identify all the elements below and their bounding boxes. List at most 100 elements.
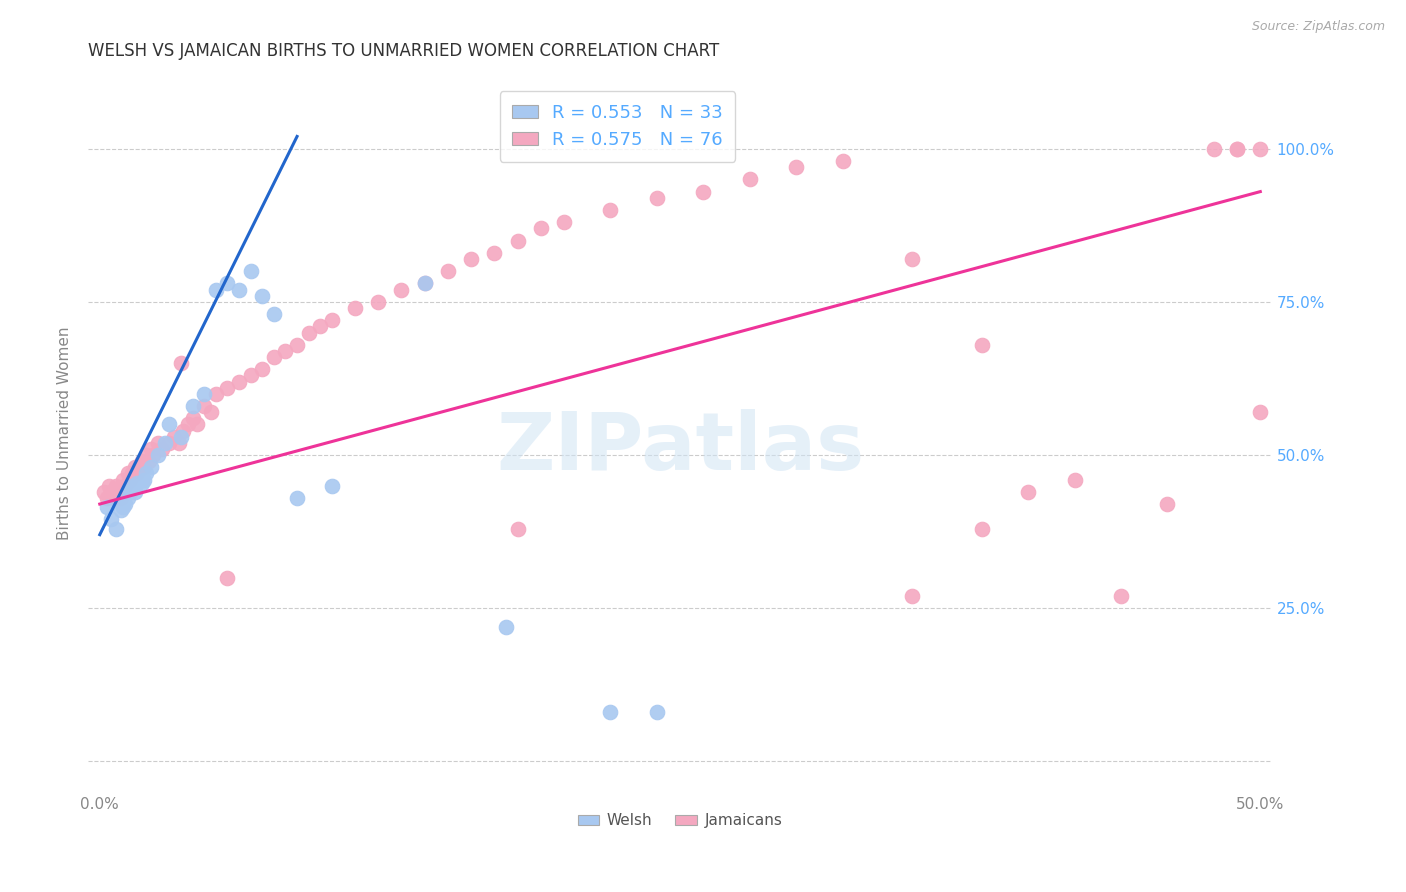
- Point: [599, 706, 621, 720]
- Point: [274, 343, 297, 358]
- Point: [217, 277, 239, 291]
- Point: [413, 277, 436, 291]
- Point: [146, 448, 169, 462]
- Point: [152, 442, 174, 456]
- Point: [228, 283, 250, 297]
- Point: [200, 405, 222, 419]
- Text: WELSH VS JAMAICAN BIRTHS TO UNMARRIED WOMEN CORRELATION CHART: WELSH VS JAMAICAN BIRTHS TO UNMARRIED WO…: [89, 42, 720, 60]
- Point: [785, 160, 807, 174]
- Point: [170, 430, 193, 444]
- Point: [181, 411, 204, 425]
- Point: [252, 289, 274, 303]
- Point: [105, 478, 128, 492]
- Point: [167, 435, 190, 450]
- Point: [901, 589, 924, 603]
- Point: [114, 497, 136, 511]
- Point: [506, 522, 529, 536]
- Point: [110, 491, 132, 505]
- Point: [831, 153, 853, 168]
- Point: [111, 473, 134, 487]
- Point: [263, 307, 285, 321]
- Point: [252, 362, 274, 376]
- Point: [506, 234, 529, 248]
- Point: [121, 467, 143, 481]
- Point: [1249, 405, 1271, 419]
- Point: [321, 313, 343, 327]
- Point: [105, 522, 128, 536]
- Point: [692, 185, 714, 199]
- Legend: Welsh, Jamaicans: Welsh, Jamaicans: [572, 807, 789, 835]
- Point: [118, 484, 141, 499]
- Point: [177, 417, 200, 432]
- Point: [139, 460, 162, 475]
- Point: [186, 417, 208, 432]
- Point: [484, 245, 506, 260]
- Point: [111, 500, 134, 514]
- Point: [121, 478, 143, 492]
- Point: [1202, 142, 1225, 156]
- Point: [114, 478, 136, 492]
- Point: [157, 417, 180, 432]
- Point: [645, 191, 668, 205]
- Point: [309, 319, 332, 334]
- Point: [118, 473, 141, 487]
- Point: [181, 399, 204, 413]
- Point: [391, 283, 413, 297]
- Point: [599, 202, 621, 217]
- Point: [285, 337, 308, 351]
- Point: [437, 264, 460, 278]
- Point: [321, 478, 343, 492]
- Point: [93, 484, 115, 499]
- Point: [217, 570, 239, 584]
- Point: [204, 283, 226, 297]
- Point: [128, 460, 150, 475]
- Point: [413, 277, 436, 291]
- Point: [901, 252, 924, 266]
- Point: [100, 484, 122, 499]
- Point: [460, 252, 482, 266]
- Point: [970, 522, 993, 536]
- Point: [163, 430, 186, 444]
- Point: [298, 326, 321, 340]
- Point: [139, 442, 162, 456]
- Point: [228, 375, 250, 389]
- Point: [157, 435, 180, 450]
- Point: [263, 350, 285, 364]
- Point: [124, 484, 146, 499]
- Point: [132, 473, 155, 487]
- Point: [103, 491, 125, 505]
- Point: [124, 460, 146, 475]
- Text: ZIPatlas: ZIPatlas: [496, 409, 865, 487]
- Point: [645, 706, 668, 720]
- Point: [146, 435, 169, 450]
- Point: [553, 215, 575, 229]
- Point: [138, 454, 160, 468]
- Point: [170, 356, 193, 370]
- Point: [107, 484, 129, 499]
- Point: [495, 619, 517, 633]
- Point: [738, 172, 761, 186]
- Point: [135, 448, 157, 462]
- Y-axis label: Births to Unmarried Women: Births to Unmarried Women: [58, 326, 72, 541]
- Point: [1226, 142, 1249, 156]
- Point: [172, 424, 194, 438]
- Point: [1017, 484, 1039, 499]
- Point: [1226, 142, 1249, 156]
- Point: [970, 337, 993, 351]
- Point: [193, 386, 215, 401]
- Point: [239, 264, 262, 278]
- Point: [100, 512, 122, 526]
- Text: Source: ZipAtlas.com: Source: ZipAtlas.com: [1251, 20, 1385, 33]
- Point: [1156, 497, 1178, 511]
- Point: [96, 500, 118, 514]
- Point: [125, 475, 148, 490]
- Point: [117, 467, 139, 481]
- Point: [131, 454, 153, 468]
- Point: [204, 386, 226, 401]
- Point: [125, 467, 148, 481]
- Point: [193, 399, 215, 413]
- Point: [344, 301, 367, 315]
- Point: [530, 221, 553, 235]
- Point: [1249, 142, 1271, 156]
- Point: [110, 503, 132, 517]
